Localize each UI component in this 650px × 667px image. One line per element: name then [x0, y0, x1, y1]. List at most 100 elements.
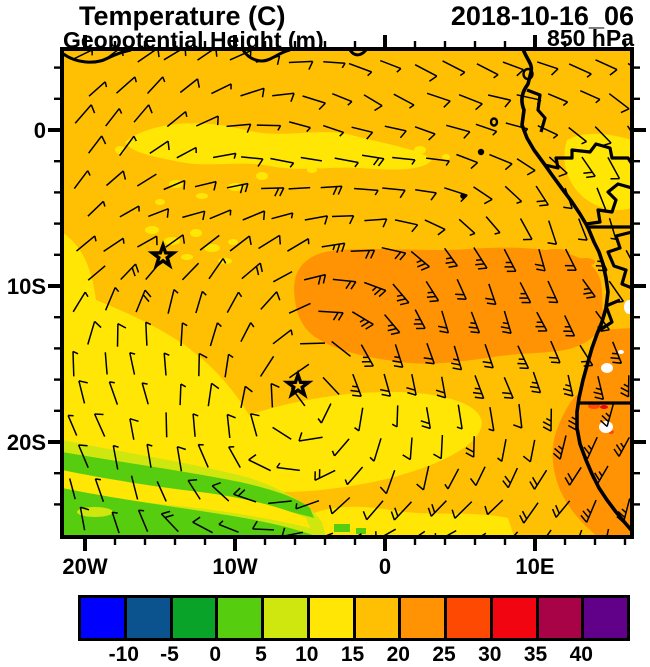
wind-barb	[130, 475, 139, 500]
colorbar-tick-label: 35	[523, 643, 548, 666]
wind-barb	[513, 404, 523, 429]
axis-labels: 20W 10W 0 10E 0 10S 20S	[7, 118, 555, 579]
wind-barb	[381, 246, 407, 261]
wind-barb	[87, 200, 106, 217]
wind-barb	[88, 81, 108, 97]
wind-barb	[302, 95, 326, 111]
colorbar-cell	[306, 598, 353, 638]
colorbar-tick-label: 20	[386, 643, 410, 666]
wind-barb	[272, 329, 293, 345]
wind-barb	[118, 135, 137, 157]
wind-barb	[145, 321, 152, 346]
wind-barb	[295, 499, 320, 510]
wind-barb	[276, 462, 300, 472]
wind-barb	[272, 426, 292, 440]
wind-barb	[195, 290, 207, 314]
colorbar-tick-label: 30	[478, 643, 502, 666]
wind-barb	[148, 207, 170, 218]
wind-barb	[425, 280, 440, 303]
wind-barb	[195, 115, 219, 127]
wind-barb	[489, 153, 513, 171]
wind-barb	[242, 210, 266, 221]
wind-barb	[156, 481, 167, 502]
wind-barb	[77, 444, 89, 468]
wind-barb	[529, 371, 542, 394]
wind-barb	[420, 407, 432, 430]
wind-barb	[163, 51, 187, 61]
wind-barb	[228, 446, 241, 468]
wind-barb	[444, 187, 468, 203]
plot-subtitle: Geopotential Height (m)	[63, 27, 324, 53]
wind-barb	[197, 443, 209, 468]
colorbar-cell	[581, 598, 627, 638]
wind-barb	[451, 501, 473, 519]
colorbar-cell	[489, 598, 536, 638]
wind-barb	[163, 352, 170, 376]
colorbar-tick-label: 40	[569, 643, 593, 666]
wind-barb	[608, 93, 630, 114]
wind-barb	[456, 153, 479, 170]
wind-barb	[73, 170, 91, 190]
wind-barb	[580, 499, 597, 523]
wind-barb	[434, 529, 457, 535]
wind-barb	[473, 247, 488, 270]
wind-barb	[258, 234, 282, 250]
wind-barb	[626, 125, 630, 131]
wind-barb	[105, 108, 123, 127]
wind-barb	[350, 373, 362, 398]
wind-barb	[535, 185, 549, 207]
colorbar-cell	[444, 598, 490, 638]
colorbar-cell	[352, 598, 399, 638]
wind-barb	[194, 180, 217, 191]
wind-barb	[272, 92, 295, 102]
wind-barb	[332, 93, 353, 106]
wind-barb	[578, 218, 588, 241]
wind-barb	[192, 516, 213, 534]
wind-barb	[418, 530, 426, 535]
axis-ticks	[48, 35, 646, 551]
wind-barb	[414, 64, 438, 82]
wind-barb	[137, 235, 158, 248]
wind-barb	[625, 249, 630, 260]
wind-barb	[112, 444, 119, 470]
wind-barb	[519, 502, 539, 524]
wind-barb	[413, 309, 426, 330]
wind-barb	[249, 413, 260, 437]
axis-tick-label: 10E	[515, 554, 554, 579]
wind-barb	[472, 375, 485, 400]
wind-barb	[146, 76, 166, 95]
wind-barb	[72, 291, 89, 313]
wind-barb	[502, 61, 525, 77]
wind-barb	[208, 258, 227, 280]
axis-tick-label: 10W	[212, 554, 257, 579]
wind-barb	[331, 340, 351, 357]
wind-barb	[116, 323, 127, 347]
wind-barb	[260, 291, 281, 310]
wind-barb	[446, 124, 471, 139]
wind-barb	[536, 61, 559, 76]
wind-barb	[595, 250, 608, 272]
wind-barb	[546, 280, 559, 304]
wind-barb	[287, 238, 310, 252]
wind-barb	[402, 437, 413, 461]
wind-barb	[455, 278, 467, 300]
wind-barb	[176, 445, 187, 472]
wind-barb	[181, 262, 200, 281]
colorbar-tick-label: -5	[160, 643, 179, 666]
axis-tick-label: 10S	[7, 274, 46, 299]
wind-barb	[167, 289, 179, 314]
wind-barb	[599, 403, 615, 428]
wind-barb	[87, 265, 106, 281]
wind-barb	[160, 510, 179, 533]
axis-tick-label: 0	[34, 118, 46, 143]
wind-barb	[426, 92, 451, 108]
wind-barb	[410, 250, 430, 271]
wind-barb	[568, 63, 592, 78]
wind-barb	[416, 465, 430, 491]
wind-barb	[133, 104, 153, 123]
wind-barb	[141, 382, 149, 405]
wind-barb	[579, 344, 594, 367]
wind-barb	[255, 55, 281, 65]
wind-barb	[437, 310, 450, 334]
